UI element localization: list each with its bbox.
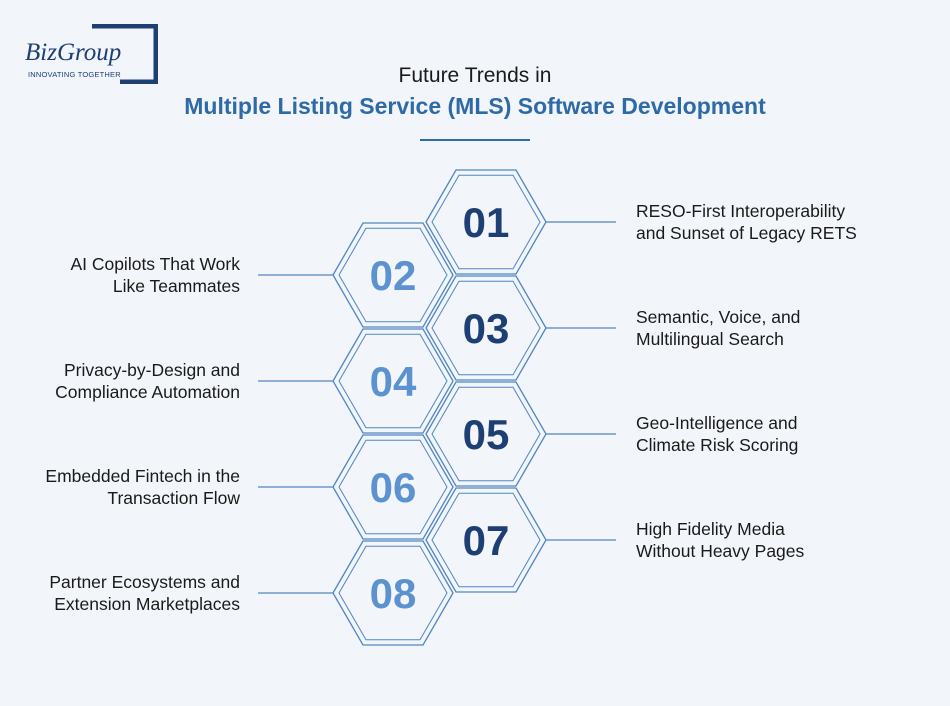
trend-number-03: 03 — [463, 305, 510, 352]
trend-label-04: Privacy-by-Design and Compliance Automati… — [55, 359, 240, 403]
trend-label-07-line-1: High Fidelity Media — [636, 519, 785, 539]
trend-label-07-line-2: Without Heavy Pages — [636, 541, 805, 561]
bizgroup-logo: BizGroup INNOVATING TOGETHER — [22, 24, 158, 84]
hexagon-04 — [332, 328, 454, 434]
hexagon-inner-06 — [338, 439, 448, 535]
hexagon-01 — [425, 169, 547, 275]
trend-label-05-line-2: Climate Risk Scoring — [636, 435, 799, 455]
trend-label-05-line-1: Geo-Intelligence and — [636, 413, 798, 433]
trend-label-02-line-1: AI Copilots That Work — [70, 254, 240, 274]
hexagon-07 — [425, 487, 547, 593]
trend-label-03: Semantic, Voice, and Multilingual Search — [636, 306, 800, 350]
trend-label-03-line-1: Semantic, Voice, and — [636, 307, 801, 327]
hexagon-inner-03 — [431, 280, 541, 376]
trend-label-08-line-2: Extension Marketplaces — [54, 594, 240, 614]
trend-number-08: 08 — [370, 570, 417, 617]
trend-label-05: Geo-Intelligence and Climate Risk Scoring — [636, 412, 798, 456]
trend-label-02-line-2: Like Teammates — [112, 276, 240, 296]
page-title-line2: Multiple Listing Service (MLS) Software … — [184, 93, 766, 119]
trend-number-06: 06 — [370, 464, 417, 511]
hexagon-inner-08 — [338, 545, 448, 641]
trend-label-06-line-2: Transaction Flow — [107, 488, 240, 508]
trend-label-07: High Fidelity Media Without Heavy Pages — [636, 518, 804, 562]
trend-label-01: RESO-First Interoperability and Sunset of… — [636, 200, 857, 244]
hexagon-02 — [332, 222, 454, 328]
hexagon-03 — [425, 275, 547, 381]
trend-label-04-line-1: Privacy-by-Design and — [63, 360, 240, 380]
logo-wordmark: BizGroup — [25, 39, 124, 66]
hexagon-inner-02 — [338, 227, 448, 323]
trend-label-03-line-2: Multilingual Search — [636, 329, 784, 349]
trend-number-02: 02 — [370, 252, 417, 299]
hexagon-inner-01 — [431, 174, 541, 270]
hexagon-05 — [425, 381, 547, 487]
trend-number-07: 07 — [463, 517, 510, 564]
hexagon-inner-04 — [338, 333, 448, 429]
trend-label-06: Embedded Fintech in the Transaction Flow — [45, 465, 240, 509]
logo-tagline: INNOVATING TOGETHER — [28, 70, 123, 79]
trend-number-05: 05 — [463, 411, 510, 458]
trend-label-08-line-1: Partner Ecosystems and — [49, 572, 240, 592]
trend-label-01-line-1: RESO-First Interoperability — [636, 201, 846, 221]
trend-label-08: Partner Ecosystems and Extension Marketpl… — [49, 571, 240, 615]
page-title-line1: Future Trends in — [398, 64, 552, 87]
title-underline — [420, 139, 530, 141]
hexagon-inner-07 — [431, 492, 541, 588]
trend-label-02: AI Copilots That Work Like Teammates — [70, 253, 240, 297]
trend-number-01: 01 — [463, 199, 510, 246]
trend-label-04-line-2: Compliance Automation — [55, 382, 240, 402]
trend-number-04: 04 — [370, 358, 417, 405]
logo-frame — [92, 24, 158, 84]
hexagon-08 — [332, 540, 454, 646]
hexagon-inner-05 — [431, 386, 541, 482]
trend-label-06-line-1: Embedded Fintech in the — [45, 466, 240, 486]
hexagon-06 — [332, 434, 454, 540]
trend-label-01-line-2: and Sunset of Legacy RETS — [636, 223, 857, 243]
